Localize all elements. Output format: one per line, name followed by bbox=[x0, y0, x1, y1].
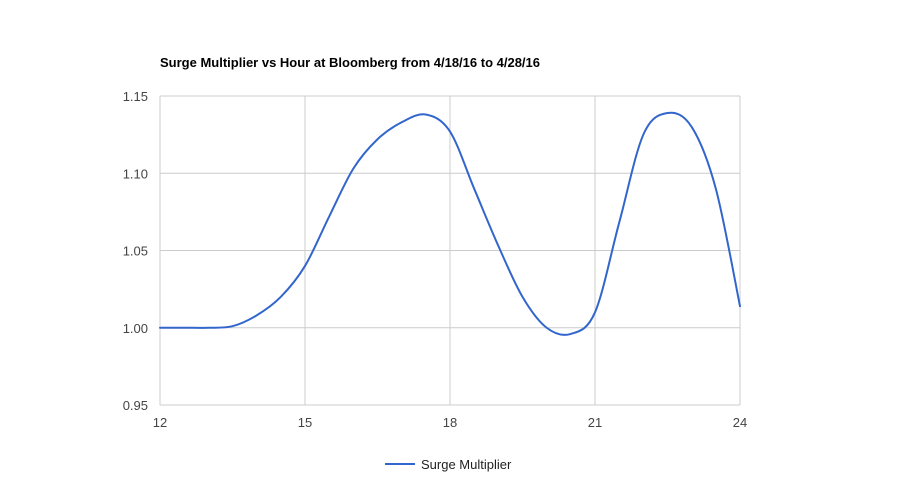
y-tick-label: 1.10 bbox=[123, 166, 148, 181]
axis-tick-labels: 0.95 1.00 1.05 1.10 1.15 12 15 18 21 24 bbox=[123, 89, 748, 430]
grid-layer bbox=[159, 95, 741, 406]
series-line-surge-multiplier bbox=[159, 111, 741, 336]
y-tick-label: 1.15 bbox=[123, 89, 148, 104]
y-tick-label: 1.00 bbox=[123, 321, 148, 336]
x-tick-label: 15 bbox=[298, 415, 312, 430]
legend: Surge Multiplier bbox=[385, 457, 512, 472]
x-tick-label: 24 bbox=[733, 415, 747, 430]
y-tick-label: 1.05 bbox=[123, 244, 148, 259]
legend-label: Surge Multiplier bbox=[421, 457, 512, 472]
x-tick-label: 12 bbox=[153, 415, 167, 430]
x-tick-label: 21 bbox=[588, 415, 602, 430]
series-layer bbox=[159, 111, 741, 336]
y-tick-label: 0.95 bbox=[123, 398, 148, 413]
x-tick-label: 18 bbox=[443, 415, 457, 430]
chart-title: Surge Multiplier vs Hour at Bloomberg fr… bbox=[160, 55, 540, 70]
